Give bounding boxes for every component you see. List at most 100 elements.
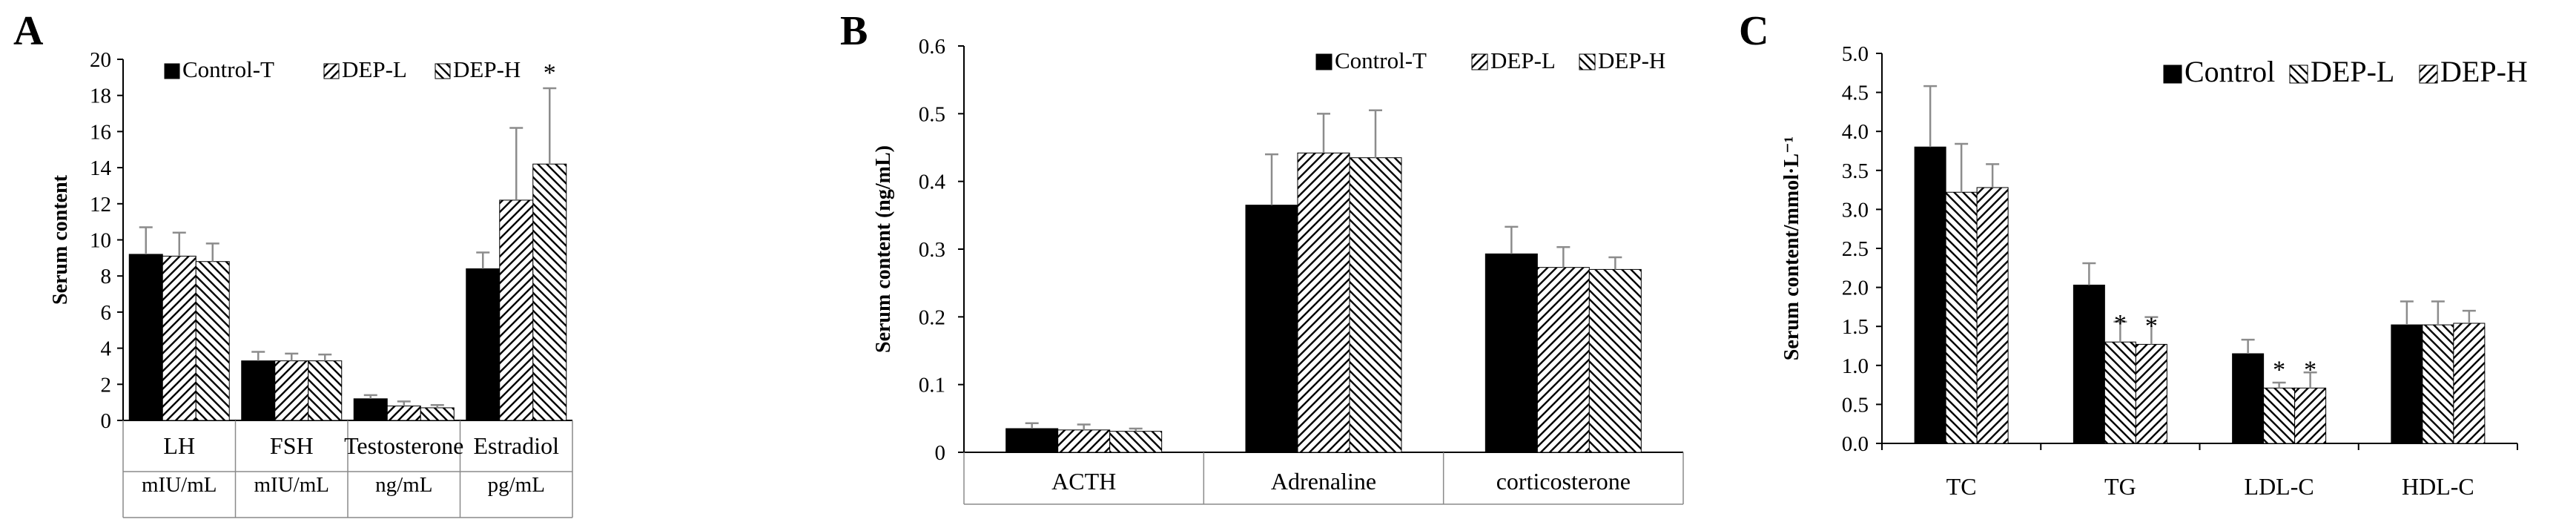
y-tick-label: 1.0 xyxy=(1842,354,1869,378)
panel-b-chart: 0 0.1 0.2 0.3 0.4 0.5 0.6 Serum content (ng/mL)… xyxy=(872,35,1684,505)
legend-label-dep-h: DEP-H xyxy=(2440,55,2528,88)
y-tick-label: 0.5 xyxy=(919,102,945,126)
bar-control-tg xyxy=(2073,284,2105,444)
legend-label-dep-h: DEP-H xyxy=(453,56,521,82)
legend-swatch-dep-h xyxy=(2419,65,2438,84)
bar-dep-h-acth xyxy=(1109,431,1163,453)
bar-dep-h-tg xyxy=(2135,343,2167,444)
x-category-unit: mIU/mL xyxy=(142,473,217,497)
y-tick-label: 4.0 xyxy=(1842,120,1869,144)
bar-control-hdl-c xyxy=(2391,324,2423,444)
legend-swatch-control-t xyxy=(1315,53,1332,70)
x-category-label: FSH xyxy=(270,432,314,459)
x-category-label: LH xyxy=(163,432,195,459)
bar-dep-l-fsh xyxy=(274,360,309,421)
svg-text:A: A xyxy=(13,8,44,54)
x-category-label: TC xyxy=(1946,473,1977,500)
x-category-label: Adrenaline xyxy=(1271,468,1376,495)
bar-dep-h-tc xyxy=(1976,187,2009,444)
bar-control-t-lh xyxy=(128,254,163,421)
x-category-label: Estradiol xyxy=(473,432,559,459)
legend-swatch-control-t xyxy=(164,63,180,79)
bar-dep-l-tc xyxy=(1945,191,1978,444)
bar-dep-h-fsh xyxy=(308,360,343,421)
legend-label-control-t: Control-T xyxy=(182,56,274,82)
bar-control-tc xyxy=(1914,146,1946,444)
significance-star: * xyxy=(2145,312,2158,340)
svg-text:B: B xyxy=(840,8,868,54)
bar-dep-l-estradiol xyxy=(499,199,534,421)
significance-star: * xyxy=(544,59,556,87)
bar-dep-l-adrenaline xyxy=(1297,152,1350,453)
y-axis-label: Serum content (ng/mL) xyxy=(872,145,895,353)
bar-dep-h-estradiol xyxy=(532,163,567,421)
bar-control-t-corticosterone xyxy=(1484,253,1538,453)
y-tick-label: 4.5 xyxy=(1842,82,1869,105)
y-tick-label: 20 xyxy=(90,48,111,72)
bar-control-t-testosterone xyxy=(353,398,388,421)
y-tick-label: 6 xyxy=(101,301,112,325)
y-tick-label: 0.1 xyxy=(919,374,945,397)
panel-b-letter: B xyxy=(840,8,868,54)
legend-label-control-t: Control-T xyxy=(1335,47,1427,73)
legend-label-dep-l: DEP-L xyxy=(1490,47,1556,73)
y-tick-label: 2.0 xyxy=(1842,277,1869,300)
bar-dep-h-lh xyxy=(195,261,230,421)
x-category-unit: ng/mL xyxy=(375,473,432,497)
bar-control-t-fsh xyxy=(241,360,276,421)
legend-swatch-dep-l xyxy=(2289,65,2308,84)
y-tick-label: 2 xyxy=(101,373,112,397)
x-category-label: corticosterone xyxy=(1496,468,1631,495)
legend-swatch-dep-h xyxy=(435,63,451,79)
bar-dep-l-corticosterone xyxy=(1536,267,1590,453)
legend-label-dep-h: DEP-H xyxy=(1598,47,1665,73)
x-category-label: ACTH xyxy=(1051,468,1116,495)
bar-dep-h-adrenaline xyxy=(1349,157,1402,453)
bar-dep-h-hdl-c xyxy=(2453,323,2486,444)
panel-c-letter: C xyxy=(1739,8,1768,54)
bar-dep-l-lh xyxy=(162,255,196,421)
y-tick-label: 1.5 xyxy=(1842,315,1869,339)
bar-control-t-adrenaline xyxy=(1245,205,1298,453)
bar-dep-l-testosterone xyxy=(386,406,421,421)
bar-dep-h-ldl-c xyxy=(2294,387,2327,444)
y-tick-label: 0.2 xyxy=(919,305,945,329)
legend-swatch-dep-l xyxy=(323,63,340,79)
y-tick-label: 14 xyxy=(90,156,112,180)
y-tick-label: 10 xyxy=(90,229,111,253)
bar-dep-h-corticosterone xyxy=(1588,268,1642,453)
y-tick-label: 3.0 xyxy=(1842,198,1869,222)
y-tick-label: 2.5 xyxy=(1842,237,1869,261)
svg-text:C: C xyxy=(1739,8,1768,54)
legend-label-dep-l: DEP-L xyxy=(2311,55,2394,88)
legend-swatch-dep-l xyxy=(1471,53,1488,70)
legend-swatch-dep-h xyxy=(1579,53,1596,70)
significance-star: * xyxy=(2114,310,2127,337)
y-axis-label: Serum content xyxy=(49,174,72,305)
bar-control-t-acth xyxy=(1005,428,1059,453)
y-tick-label: 16 xyxy=(90,120,111,144)
y-tick-label: 0.5 xyxy=(1842,393,1869,417)
y-tick-label: 0.3 xyxy=(919,238,945,262)
significance-star: * xyxy=(2273,356,2285,383)
x-category-unit: pg/mL xyxy=(488,473,545,497)
y-axis-label: Serum content/mmol·L⁻¹ xyxy=(1780,136,1803,360)
legend-swatch-control xyxy=(2163,65,2182,84)
legend-label-dep-l: DEP-L xyxy=(342,56,407,82)
x-category-label: Testosterone xyxy=(344,432,463,459)
x-category-label: HDL-C xyxy=(2402,473,2474,500)
y-tick-label: 0.0 xyxy=(1842,432,1869,456)
bar-dep-l-hdl-c xyxy=(2422,324,2454,444)
y-tick-label: 8 xyxy=(101,265,112,288)
panel-a-letter: A xyxy=(13,8,44,54)
panel-c-chart: 0.0 0.5 1.0 1.5 2.0 2.5 3.0 3.5 4.0 4.5 5.0 Serum c… xyxy=(1780,42,2528,500)
bar-dep-l-tg xyxy=(2104,341,2136,444)
y-tick-label: 0 xyxy=(935,441,946,465)
y-tick-label: 0.6 xyxy=(919,35,945,59)
legend-label-control: Control xyxy=(2184,55,2275,88)
y-tick-label: 3.5 xyxy=(1842,159,1869,183)
y-tick-label: 0 xyxy=(101,409,112,433)
y-tick-label: 4 xyxy=(101,337,112,361)
bar-dep-l-ldl-c xyxy=(2263,387,2296,444)
